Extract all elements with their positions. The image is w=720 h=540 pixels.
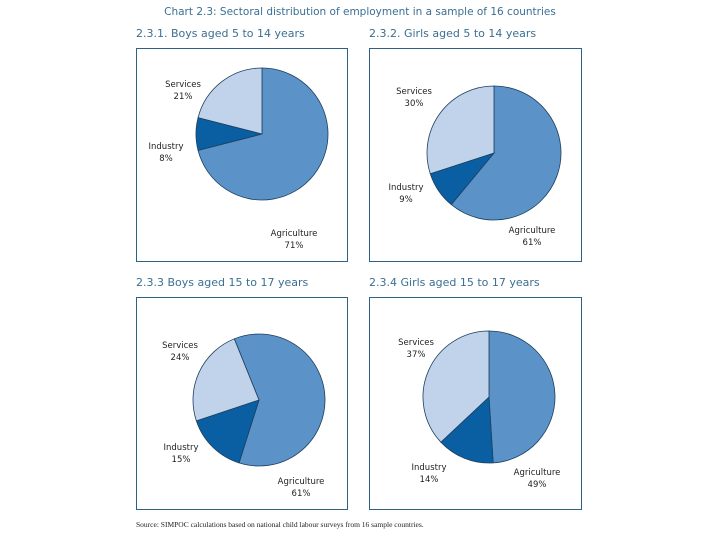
pie-2-services-label: Services 30% (396, 87, 432, 109)
pie-3-slice-services (192, 338, 260, 422)
pie-2 (426, 85, 562, 221)
pie-1-slice-agriculture (197, 67, 329, 201)
source-note: Source: SIMPOC calculations based on nat… (136, 520, 424, 529)
pie-2-title: 2.3.2. Girls aged 5 to 14 years (369, 27, 537, 40)
pie-1-slice-services (197, 67, 263, 135)
chart-title: Chart 2.3: Sectoral distribution of empl… (164, 6, 556, 18)
pie-2-slice-services (426, 85, 495, 175)
pie-3-title: 2.3.3 Boys aged 15 to 17 years (136, 276, 309, 289)
pie-4-industry-label: Industry 14% (411, 463, 447, 485)
pie-3 (192, 333, 326, 467)
pie-1 (195, 67, 329, 201)
pie-3-industry-label: Industry 15% (163, 443, 199, 465)
pie-4-slice-industry (440, 396, 494, 464)
pie-1-industry-label: Industry 8% (148, 142, 184, 164)
pie-3-slice-agriculture (233, 333, 326, 467)
pie-4-services-label: Services 37% (398, 338, 434, 360)
pie-4-slice-services (422, 330, 490, 443)
pie-2-slice-agriculture (450, 85, 562, 221)
pie-4-slice-agriculture (488, 330, 556, 464)
pie-1-agriculture-label: Agriculture 71% (270, 229, 318, 251)
pie-1-title: 2.3.1. Boys aged 5 to 14 years (136, 27, 305, 40)
pie-2-agriculture-label: Agriculture 61% (508, 226, 556, 248)
pie-4-agriculture-label: Agriculture 49% (513, 468, 561, 490)
pie-1-services-label: Services 21% (165, 80, 201, 102)
pie-4-title: 2.3.4 Girls aged 15 to 17 years (369, 276, 540, 289)
pie-2-industry-label: Industry 9% (388, 183, 424, 205)
pie-3-agriculture-label: Agriculture 61% (277, 477, 325, 499)
pie-3-services-label: Services 24% (162, 341, 198, 363)
pie-4 (422, 330, 556, 464)
